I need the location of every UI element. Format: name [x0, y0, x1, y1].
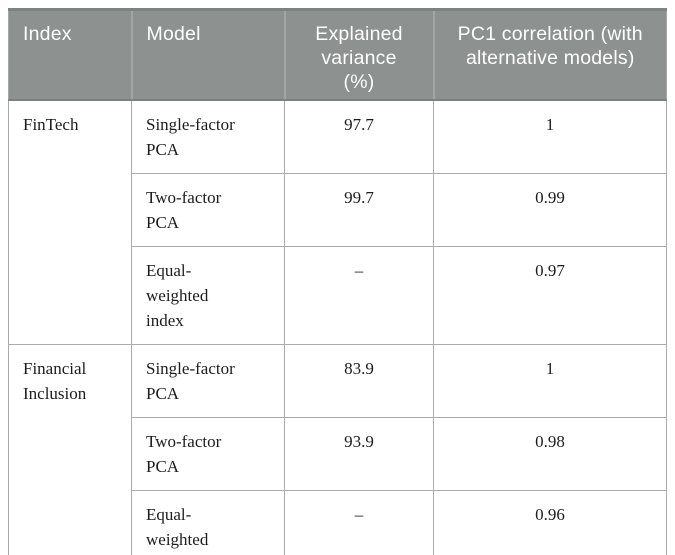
header-row: Index Model Explained variance (%) PC1 c…	[8, 8, 667, 101]
col-header-model: Model	[130, 8, 285, 101]
index-cell-financial-inclusion: Financial Inclusion	[8, 343, 132, 555]
col-header-explained-variance: Explained variance (%)	[283, 8, 434, 101]
pc1-correlation-cell: 1	[433, 99, 667, 174]
model-cell: Two-factor PCA	[131, 172, 285, 247]
table-row: Equal-weighted index – 0.96	[9, 489, 667, 555]
table-row: Two-factor PCA 93.9 0.98	[9, 416, 667, 491]
table-container: Index Model Explained variance (%) PC1 c…	[8, 8, 667, 555]
pc1-correlation-cell: 0.97	[433, 245, 667, 345]
pca-robustness-table: Index Model Explained variance (%) PC1 c…	[8, 8, 667, 555]
table-body: FinTech Single-factor PCA 97.7 1 Two-fac…	[8, 99, 667, 555]
explained-variance-cell: 99.7	[284, 172, 434, 247]
explained-variance-cell: 93.9	[284, 416, 434, 491]
model-cell: Single-factor PCA	[131, 343, 285, 418]
index-cell-fintech: FinTech	[8, 99, 132, 345]
col-header-index: Index	[8, 8, 132, 101]
explained-variance-cell: 83.9	[284, 343, 434, 418]
table-row: Financial Inclusion Single-factor PCA 83…	[8, 343, 667, 555]
model-cell: Equal-weighted index	[131, 489, 285, 555]
explained-variance-cell: –	[284, 489, 434, 555]
model-cell: Two-factor PCA	[131, 416, 285, 491]
pc1-correlation-cell: 0.99	[433, 172, 667, 247]
col-header-pc1-correlation: PC1 correlation (with alternative models…	[432, 8, 667, 101]
table-row: Equal-weighted index – 0.97	[9, 245, 667, 345]
pc1-correlation-cell: 0.96	[433, 489, 667, 555]
table-row: Two-factor PCA 99.7 0.99	[9, 172, 667, 247]
model-cell: Single-factor PCA	[131, 99, 285, 174]
table-row: FinTech Single-factor PCA 97.7 1	[8, 99, 667, 345]
table-header: Index Model Explained variance (%) PC1 c…	[8, 8, 667, 101]
pc1-correlation-cell: 0.98	[433, 416, 667, 491]
model-cell: Equal-weighted index	[131, 245, 285, 345]
explained-variance-cell: –	[284, 245, 434, 345]
explained-variance-cell: 97.7	[284, 99, 434, 174]
pc1-correlation-cell: 1	[433, 343, 667, 418]
